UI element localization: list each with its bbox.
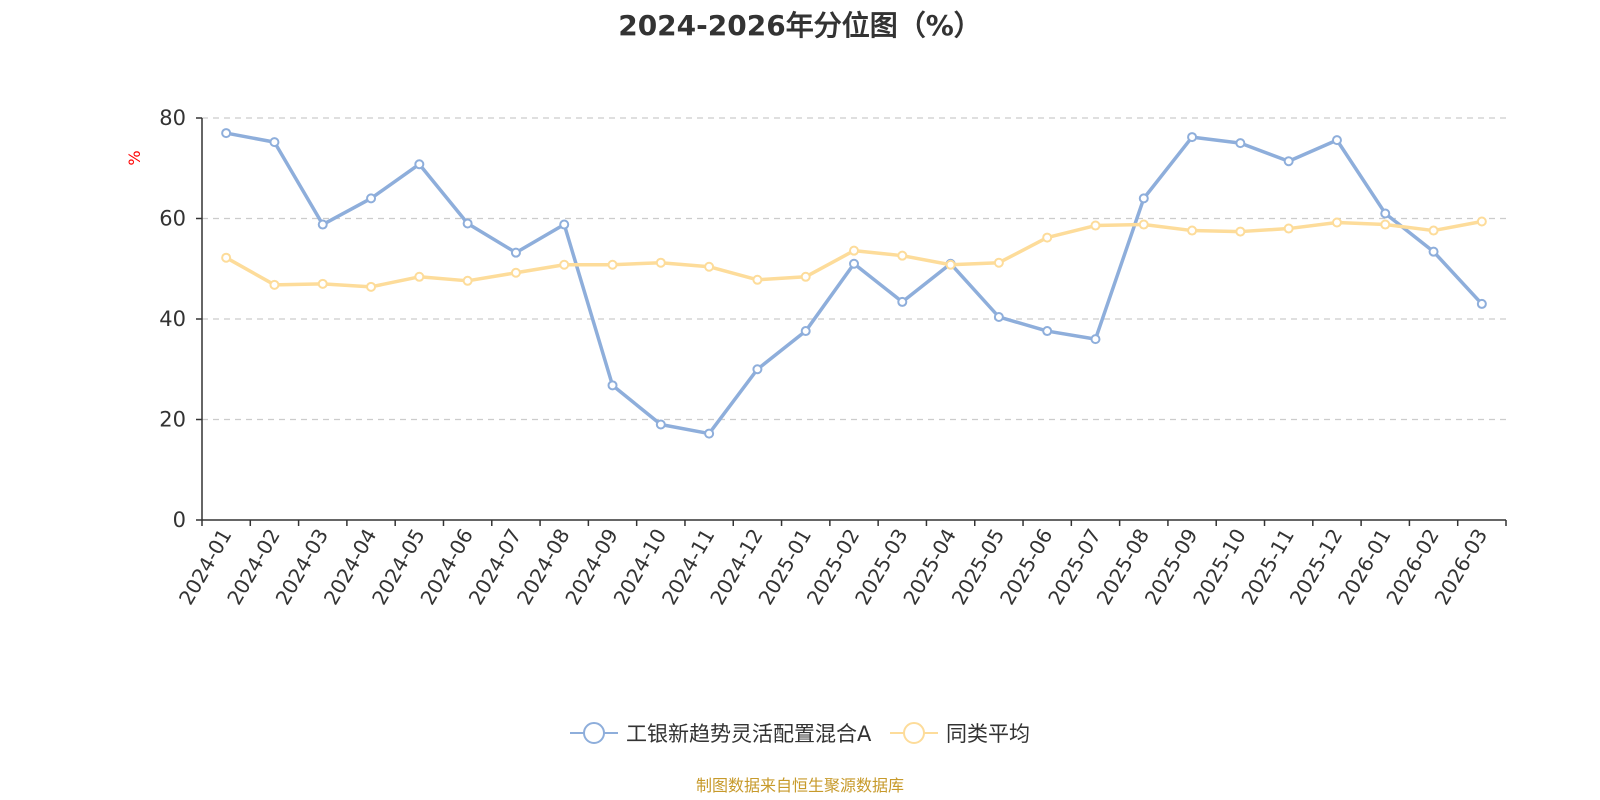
data-point[interactable] (1428, 246, 1439, 257)
series-1 (221, 216, 1487, 292)
data-point[interactable] (1090, 220, 1101, 231)
data-point[interactable] (510, 247, 521, 258)
series-0 (221, 128, 1487, 439)
data-point[interactable] (462, 218, 473, 229)
source-note: 制图数据来自恒生聚源数据库 (695, 776, 904, 795)
data-point[interactable] (1476, 298, 1487, 309)
data-point[interactable] (849, 245, 859, 256)
data-point[interactable] (1428, 225, 1439, 236)
data-point[interactable] (414, 271, 425, 282)
data-point[interactable] (607, 380, 618, 391)
y-axis-label: % (125, 150, 144, 165)
data-point[interactable] (1138, 193, 1149, 204)
y-ticks: 0 20 40 60 80 (159, 106, 202, 532)
grid-lines (202, 117, 1506, 421)
data-point[interactable] (800, 271, 811, 282)
legend: 工银新趋势灵活配置混合A 同类平均 (0, 718, 1600, 751)
y-tick-label: 80 (159, 106, 186, 130)
data-point[interactable] (510, 267, 521, 278)
data-point[interactable] (752, 364, 763, 375)
data-point[interactable] (704, 261, 715, 272)
x-ticks: 2024-012024-022024-032024-042024-052024-… (174, 520, 1507, 609)
data-point[interactable] (1138, 219, 1149, 230)
data-point[interactable] (993, 257, 1004, 268)
data-point[interactable] (1283, 156, 1294, 167)
data-point[interactable] (1331, 217, 1342, 228)
data-point[interactable] (800, 326, 811, 337)
data-point[interactable] (559, 259, 570, 270)
data-point[interactable] (1235, 138, 1246, 149)
y-tick-label: 60 (159, 207, 186, 231)
data-point[interactable] (849, 258, 859, 269)
data-point[interactable] (1042, 326, 1053, 337)
data-point[interactable] (1380, 219, 1391, 230)
data-point[interactable] (221, 128, 232, 139)
data-point[interactable] (1235, 226, 1246, 237)
data-point[interactable] (1042, 232, 1053, 243)
data-point[interactable] (221, 252, 232, 263)
legend-marker-0-icon (569, 722, 618, 744)
data-point[interactable] (269, 279, 280, 290)
data-point[interactable] (655, 257, 666, 268)
data-point[interactable] (317, 278, 328, 289)
data-point[interactable] (655, 419, 666, 430)
data-point[interactable] (462, 275, 473, 286)
chart-title: 2024-2026年分位图（%） (618, 9, 982, 42)
data-point[interactable] (607, 259, 618, 270)
legend-label-0: 工银新趋势灵活配置混合A (625, 722, 872, 746)
data-point[interactable] (1187, 132, 1198, 143)
data-point[interactable] (317, 219, 328, 230)
data-point[interactable] (1090, 334, 1101, 345)
y-tick-label: 20 (159, 408, 186, 432)
data-point[interactable] (414, 159, 425, 170)
data-point[interactable] (704, 428, 715, 439)
data-point[interactable] (559, 219, 570, 230)
data-point[interactable] (366, 281, 377, 292)
data-point[interactable] (1283, 223, 1294, 234)
series (221, 128, 1487, 439)
legend-item-series-1[interactable]: 同类平均 (890, 718, 1030, 748)
legend-marker-1-icon (890, 722, 939, 744)
y-tick-label: 0 (173, 508, 186, 532)
data-point[interactable] (897, 296, 908, 307)
y-tick-label: 40 (159, 307, 186, 331)
series-line (225, 131, 1484, 436)
data-point[interactable] (1476, 216, 1487, 227)
data-point[interactable] (752, 274, 763, 285)
data-point[interactable] (897, 250, 908, 261)
legend-label-1: 同类平均 (946, 722, 1031, 746)
legend-item-series-0[interactable]: 工银新趋势灵活配置混合A (569, 718, 872, 748)
data-point[interactable] (1331, 135, 1342, 146)
data-point[interactable] (993, 311, 1004, 322)
data-point[interactable] (366, 193, 377, 204)
data-point[interactable] (1380, 208, 1391, 219)
data-point[interactable] (269, 137, 280, 148)
data-point[interactable] (1187, 225, 1198, 236)
data-point[interactable] (945, 259, 956, 270)
